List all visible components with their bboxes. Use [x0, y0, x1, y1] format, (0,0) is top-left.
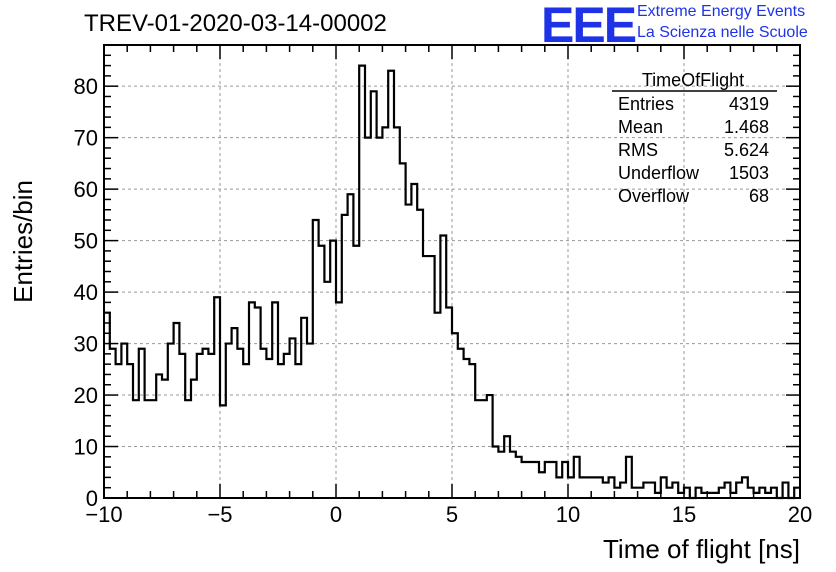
- tick-labels: −10 −5 0 5 10 15 20 0 10 20 30 40 50 60 70 80: [74, 74, 813, 527]
- stats-row-value: 1.468: [724, 117, 769, 137]
- y-tick-label: 50: [74, 229, 98, 254]
- stats-row-label: RMS: [618, 140, 658, 160]
- x-tick-label: −5: [207, 502, 232, 527]
- y-tick-label: 70: [74, 126, 98, 151]
- x-tick-label: 0: [330, 502, 342, 527]
- x-tick-label: 20: [788, 502, 812, 527]
- eee-logo: EEE: [541, 0, 637, 53]
- x-tick-label: 15: [672, 502, 696, 527]
- axis-ticks: [103, 44, 801, 499]
- stats-box: TimeOfFlight Entries 4319 Mean 1.468 RMS 5.62…: [612, 70, 777, 206]
- x-tick-label: 5: [446, 502, 458, 527]
- y-tick-label: 0: [86, 486, 98, 511]
- logo-subtitle-2: La Scienza nelle Scuole: [637, 24, 808, 41]
- stats-row-value: 5.624: [724, 140, 769, 160]
- y-tick-label: 60: [74, 177, 98, 202]
- stats-row-label: Mean: [618, 117, 663, 137]
- y-tick-label: 10: [74, 435, 98, 460]
- stats-row-label: Underflow: [618, 163, 700, 183]
- x-axis-label: Time of flight [ns]: [603, 534, 800, 564]
- x-tick-label: −10: [85, 502, 122, 527]
- y-tick-label: 20: [74, 383, 98, 408]
- y-tick-label: 40: [74, 280, 98, 305]
- grid-layer: [104, 45, 800, 498]
- y-axis-label: Entries/bin: [8, 180, 38, 303]
- y-tick-label: 30: [74, 332, 98, 357]
- stats-title: TimeOfFlight: [642, 70, 744, 90]
- run-title: TREV-01-2020-03-14-00002: [84, 10, 387, 37]
- stats-row-label: Entries: [618, 94, 674, 114]
- stats-row-value: 1503: [729, 163, 769, 183]
- stats-row-label: Overflow: [618, 186, 690, 206]
- stats-row-value: 68: [749, 186, 769, 206]
- logo-subtitle-1: Extreme Energy Events: [637, 3, 806, 20]
- y-tick-label: 80: [74, 74, 98, 99]
- stats-row-value: 4319: [729, 94, 769, 114]
- x-tick-label: 10: [556, 502, 580, 527]
